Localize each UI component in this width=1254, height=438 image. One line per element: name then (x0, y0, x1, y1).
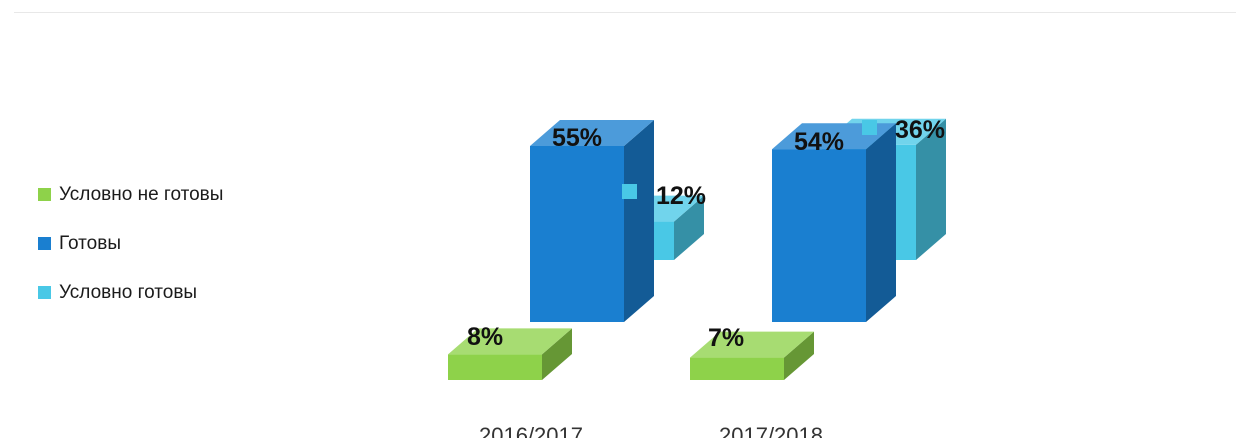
legend-item-conditionally-not-ready: Условно не готовы (38, 170, 223, 219)
legend: Условно не готовы Готовы Условно готовы (38, 170, 223, 317)
legend-swatch-conditionally-not-ready (38, 188, 51, 201)
legend-swatch-ready (38, 237, 51, 250)
data-label-not-ready-2017-2018: 7% (708, 324, 744, 352)
category-group-2017-2018 (690, 118, 946, 380)
bar-ready-2017-2018-front (772, 149, 866, 322)
bar-ready-2017-2018-side (866, 123, 896, 322)
x-tick-label-2017-2018: 2017/2018 (719, 423, 823, 438)
bar-conditionally-ready-2016-2017-side (674, 195, 704, 260)
data-label-marker-conditionally-ready-2016-2017 (622, 184, 637, 199)
data-label-not-ready-2016-2017: 8% (467, 323, 503, 351)
bar-ready-2016-2017-front (530, 146, 624, 322)
legend-label-ready: Готовы (59, 232, 121, 254)
bar-not-ready-2016-2017-front (448, 354, 542, 380)
bar-not-ready-2016-2017 (448, 328, 572, 380)
legend-label-conditionally-not-ready: Условно не готовы (59, 183, 224, 205)
data-label-conditionally-ready-2017-2018: 36% (895, 116, 945, 144)
x-tick-label-2016-2017: 2016/2017 (479, 423, 583, 438)
legend-item-conditionally-ready: Условно готовы (38, 268, 223, 317)
data-label-conditionally-ready-2016-2017: 12% (656, 182, 706, 210)
bar-not-ready-2016-2017-side (542, 328, 572, 380)
bar-not-ready-2016-2017-top (448, 328, 572, 355)
bar-ready-2016-2017 (530, 120, 654, 322)
bar-not-ready-2017-2018-front (690, 357, 784, 380)
bar-conditionally-ready-2017-2018-side (916, 118, 946, 260)
bar-ready-2016-2017-top (530, 120, 654, 146)
data-label-ready-2017-2018: 54% (794, 128, 844, 156)
data-label-marker-conditionally-ready-2017-2018 (862, 120, 877, 135)
bar-not-ready-2017-2018-side (784, 331, 814, 380)
top-border-line (14, 12, 1236, 13)
bar-not-ready-2017-2018-top (690, 331, 814, 358)
legend-swatch-conditionally-ready (38, 286, 51, 299)
bar-ready-2016-2017-side (624, 120, 654, 322)
bar-not-ready-2017-2018 (690, 331, 814, 380)
category-group-2016-2017 (448, 120, 704, 380)
legend-label-conditionally-ready: Условно готовы (59, 281, 198, 303)
bar-ready-2017-2018 (772, 123, 896, 322)
data-label-ready-2016-2017: 55% (552, 124, 602, 152)
legend-item-ready: Готовы (38, 219, 223, 268)
